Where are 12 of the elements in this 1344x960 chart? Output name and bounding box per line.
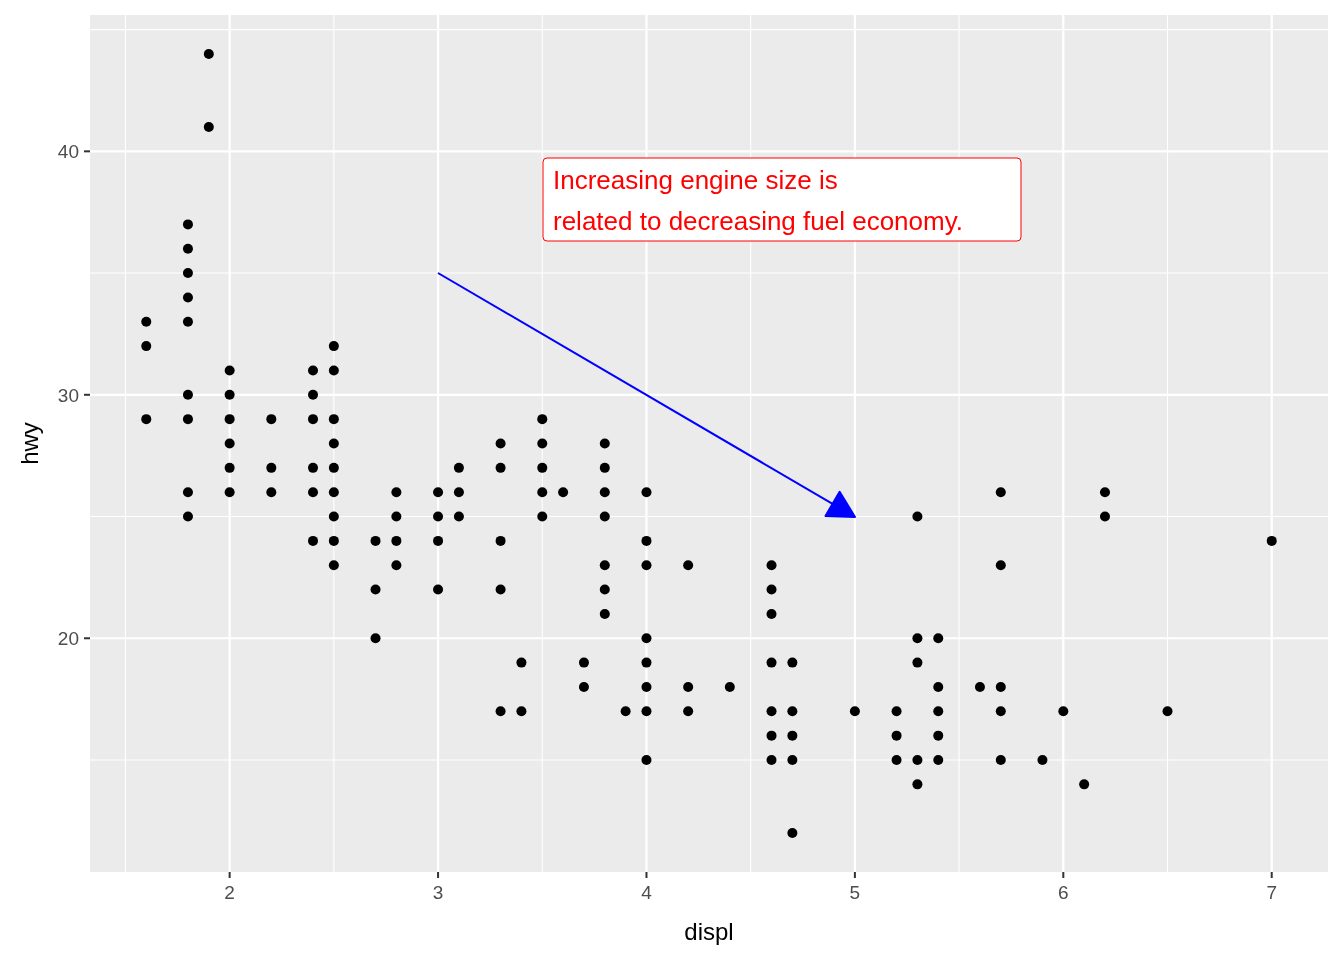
x-tick-label: 4 (641, 882, 653, 903)
x-axis-title: displ (684, 918, 734, 945)
y-tick-label: 30 (57, 384, 79, 406)
annotation: Increasing engine size is related to decreasing fuel economy. (553, 165, 963, 236)
x-tick-label: 6 (1058, 882, 1069, 903)
x-tick-label: 5 (849, 882, 861, 903)
y-axis-title: hwy (16, 422, 43, 465)
x-tick-label: 7 (1266, 882, 1278, 903)
y-tick-label: 20 (57, 628, 79, 650)
y-tick-label: 40 (57, 141, 79, 163)
x-tick-label: 2 (224, 882, 235, 903)
x-tick-label: 3 (432, 882, 444, 903)
